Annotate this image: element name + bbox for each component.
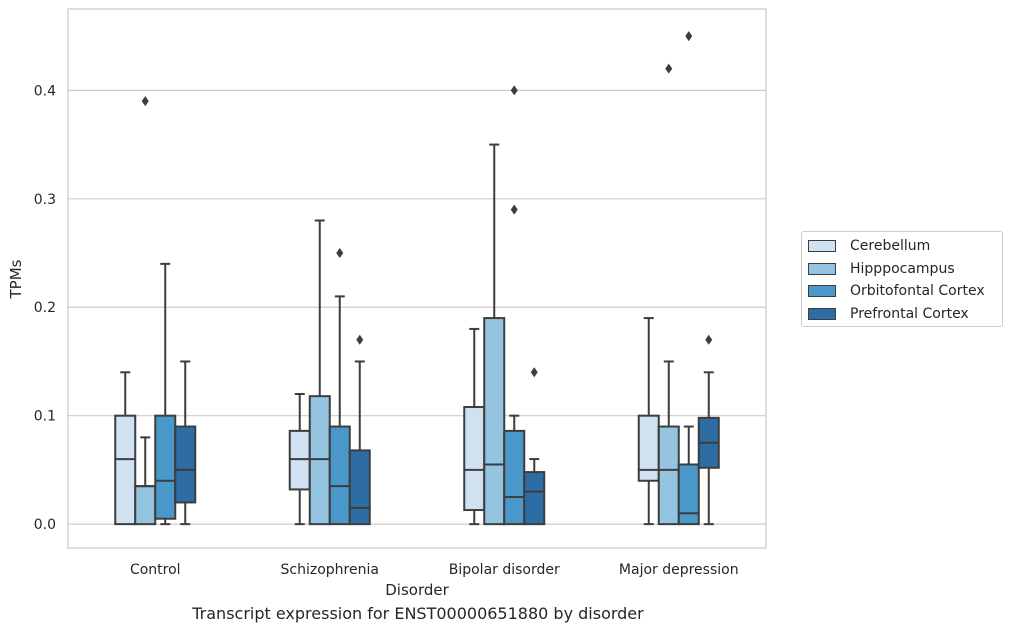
boxes: [114, 31, 720, 526]
outlier-point: [356, 334, 364, 345]
x-tick-labels: Control Schizophrenia Bipolar disorder Majo…: [130, 562, 739, 578]
x-tick-label: Control: [130, 562, 181, 578]
legend-swatch: [808, 285, 836, 298]
outlier-point: [141, 96, 149, 107]
box: [637, 414, 660, 482]
legend-item: Hipppocampus: [808, 258, 1002, 281]
y-tick-label: 0.3: [34, 192, 56, 208]
outlier-point: [685, 31, 693, 42]
chart-caption: Transcript expression for ENST0000065188…: [192, 604, 644, 623]
box-group: [637, 317, 660, 526]
y-tick-label: 0.2: [34, 300, 56, 316]
box-group: [348, 334, 371, 526]
box-group: [328, 248, 351, 526]
y-tick-labels: 0.0 0.1 0.2 0.3 0.4: [34, 83, 56, 533]
outlier-point: [510, 85, 518, 96]
box-group: [677, 31, 700, 526]
y-tick-label: 0.4: [34, 83, 56, 99]
legend-item: Orbitofontal Cortex: [808, 280, 1002, 303]
legend-label: Prefrontal Cortex: [850, 305, 969, 322]
legend-swatch: [808, 307, 836, 320]
box: [463, 406, 486, 512]
box: [657, 425, 680, 526]
legend-label: Hipppocampus: [850, 260, 955, 277]
legend-label: Cerebellum: [850, 238, 931, 255]
box-group: [463, 327, 486, 526]
y-axis-label: TPMs: [7, 259, 25, 299]
box: [348, 449, 371, 526]
box-group: [523, 367, 546, 526]
plot-frame: [67, 8, 767, 549]
outlier-point: [336, 248, 344, 259]
box: [288, 429, 311, 491]
box-group: [308, 219, 331, 526]
legend-item: Prefrontal Cortex: [808, 303, 1002, 326]
box-group: [483, 143, 506, 526]
box-group: [174, 360, 197, 526]
y-tick-label: 0.0: [34, 517, 56, 533]
legend-swatch: [808, 240, 836, 253]
box: [328, 425, 351, 526]
y-tick-label: 0.1: [34, 409, 56, 425]
box: [134, 485, 157, 526]
box: [483, 317, 506, 526]
legend: Cerebellum Hipppocampus Orbitofontal Cor…: [801, 231, 1003, 327]
outlier-point: [510, 204, 518, 215]
outlier-point: [665, 63, 673, 74]
legend-label: Orbitofontal Cortex: [850, 283, 985, 300]
x-tick-label: Bipolar disorder: [449, 562, 560, 578]
box: [308, 395, 331, 526]
box: [174, 425, 197, 504]
box-group: [154, 262, 177, 526]
x-axis-label: Disorder: [385, 581, 449, 599]
box-group: [134, 96, 157, 526]
box: [677, 463, 700, 526]
x-tick-label: Major depression: [619, 562, 739, 578]
box: [154, 414, 177, 520]
box: [114, 414, 137, 526]
box: [503, 429, 526, 526]
box-group: [657, 63, 680, 526]
box-group: [288, 393, 311, 526]
x-tick-label: Schizophrenia: [281, 562, 379, 578]
outlier-point: [530, 367, 538, 378]
box-group: [503, 85, 526, 526]
legend-swatch: [808, 262, 836, 275]
outlier-point: [705, 334, 713, 345]
box: [523, 471, 546, 526]
box-group: [114, 371, 137, 526]
legend-item: Cerebellum: [808, 235, 1002, 258]
box-group: [697, 334, 720, 526]
